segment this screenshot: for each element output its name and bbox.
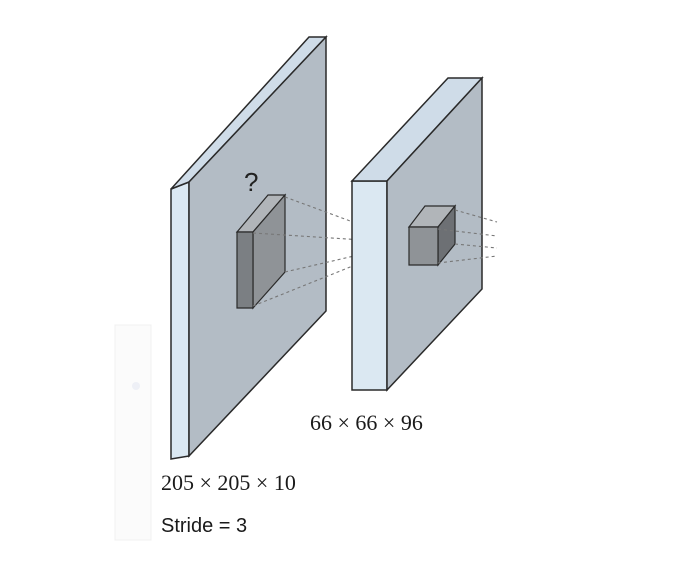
projection-line [454,243,498,249]
projection-line [437,255,498,264]
layer1-kernel-front [236,231,254,309]
projection-line [437,228,498,237]
layer2-edge [351,180,388,391]
layer1-edge [170,180,190,460]
unknown-marker: ? [244,167,258,197]
layer2-kernel-front [408,226,439,266]
stride-label: Stride = 3 [161,515,247,537]
background-panel-dot [132,382,140,390]
layer1-kernel [235,193,287,310]
layer2-dimensions: 66 × 66 × 96 [310,410,423,435]
outgoing-projection-lines [437,209,498,264]
projection-line [252,232,411,244]
layer1-dimensions: 205 × 205 × 10 [161,470,296,495]
background-panel [114,324,152,541]
layer2-kernel [407,204,457,267]
projection-line [454,209,498,223]
